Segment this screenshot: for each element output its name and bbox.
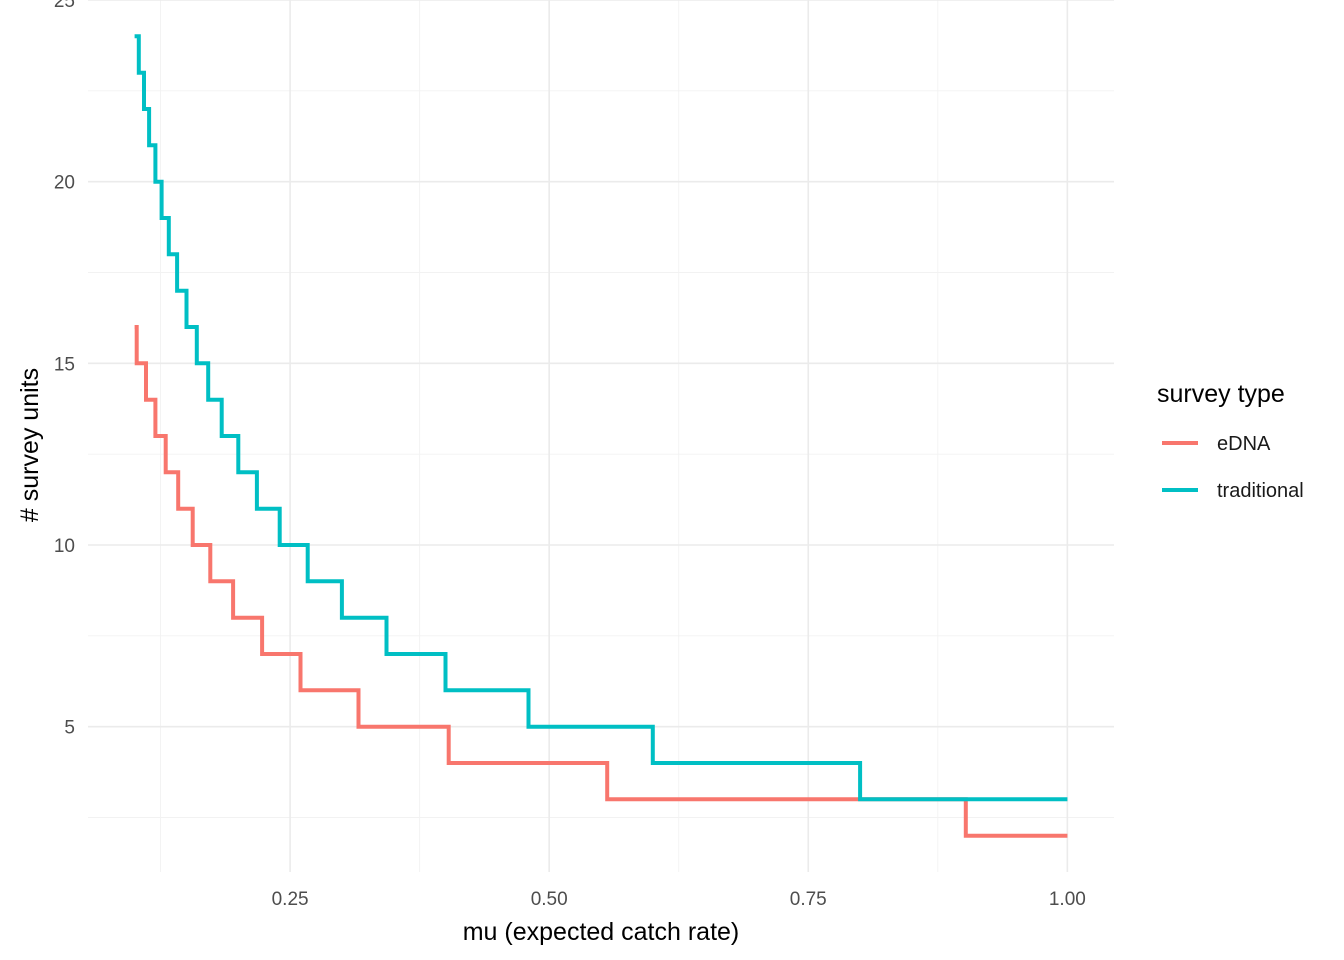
x-axis-tick-labels: 0.25 0.50 0.75 1.00 [272, 889, 1086, 910]
y-tick-label-3: 20 [54, 173, 75, 194]
legend-label-traditional: traditional [1217, 480, 1304, 502]
x-tick-label-3: 1.00 [1049, 889, 1086, 910]
legend: survey type eDNA traditional [1157, 380, 1304, 502]
series-lines [134, 34, 1068, 838]
y-tick-label-4: 25 [54, 0, 75, 12]
legend-item-traditional: traditional [1162, 480, 1304, 502]
y-tick-label-1: 10 [54, 536, 75, 557]
legend-title: survey type [1157, 380, 1285, 408]
y-axis-title: # survey units [16, 368, 44, 522]
y-tick-label-2: 15 [54, 354, 75, 375]
y-axis-tick-labels: 5 10 15 20 25 [54, 0, 75, 739]
series-line-traditional [134, 34, 1068, 802]
x-axis-title: mu (expected catch rate) [463, 918, 740, 946]
y-tick-label-0: 5 [64, 718, 75, 739]
legend-items: eDNA traditional [1162, 433, 1304, 502]
x-tick-label-2: 0.75 [790, 889, 827, 910]
legend-label-edna: eDNA [1217, 433, 1271, 455]
legend-item-edna: eDNA [1162, 433, 1271, 455]
x-tick-label-0: 0.25 [272, 889, 309, 910]
major-gridlines [88, 0, 1114, 872]
series-line-edna [134, 325, 1068, 838]
minor-gridlines [88, 0, 1114, 872]
x-tick-label-1: 0.50 [531, 889, 568, 910]
